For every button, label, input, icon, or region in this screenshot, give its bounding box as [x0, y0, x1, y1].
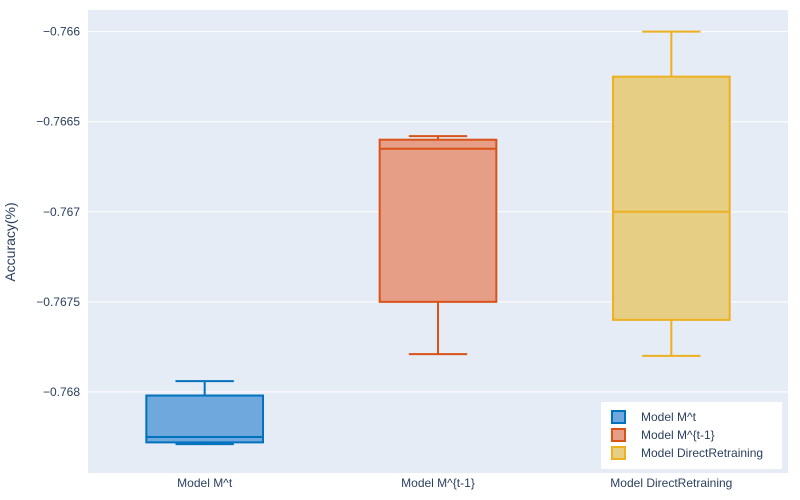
box-1[interactable]	[378, 135, 498, 356]
legend-swatch	[611, 446, 626, 460]
legend-background	[601, 402, 782, 469]
iqr-box	[378, 138, 498, 303]
legend-label: Model M^{t-1}	[641, 428, 715, 442]
legend-item[interactable]: Model M^t	[611, 410, 697, 424]
boxes	[145, 30, 731, 446]
x-tick-label: Model M^t	[177, 476, 233, 490]
legend-item[interactable]: Model M^{t-1}	[611, 428, 715, 442]
y-tick-label: −0.768	[43, 385, 80, 399]
box-2[interactable]	[612, 30, 731, 357]
y-tick-labels: −0.766 −0.7665 −0.767 −0.7675 −0.768	[36, 25, 80, 399]
legend[interactable]: Model M^t Model M^{t-1} Model DirectRetrai…	[601, 402, 782, 469]
iqr-box	[145, 394, 264, 444]
box-0[interactable]	[145, 380, 264, 446]
y-tick-label: −0.766	[43, 25, 80, 39]
legend-swatch	[611, 428, 626, 442]
x-tick-labels: Model M^t Model M^{t-1} Model DirectRetrai…	[177, 476, 732, 490]
y-tick-label: −0.767	[43, 205, 80, 219]
x-tick-label: Model DirectRetraining	[610, 476, 732, 490]
legend-label: Model DirectRetraining	[641, 446, 763, 460]
iqr-box	[612, 75, 731, 321]
legend-label: Model M^t	[641, 410, 697, 424]
x-tick-label: Model M^{t-1}	[401, 476, 475, 490]
y-axis-title: Accuracy(%)	[2, 202, 18, 281]
legend-item[interactable]: Model DirectRetraining	[611, 446, 763, 460]
y-tick-label: −0.7665	[36, 115, 80, 129]
y-tick-label: −0.7675	[36, 295, 80, 309]
legend-swatch	[611, 410, 626, 424]
